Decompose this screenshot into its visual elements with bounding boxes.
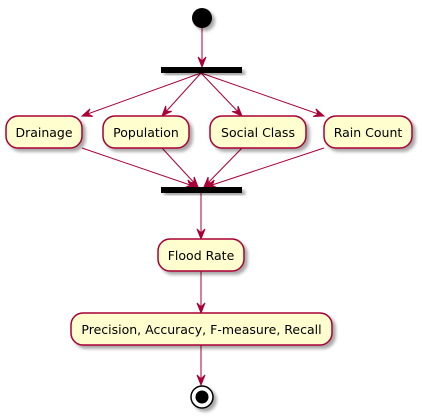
edge-fork-to-social-class bbox=[200, 72, 243, 117]
edge-fork-to-rain-count bbox=[200, 72, 326, 117]
edge-metrics-to-end bbox=[196, 345, 206, 387]
activity-metrics: Precision, Accuracy, F-measure, Recall bbox=[70, 312, 333, 346]
activity-flood-rate-label: Flood Rate bbox=[168, 248, 235, 263]
fork-bar bbox=[161, 67, 242, 73]
start-node bbox=[192, 8, 212, 28]
edge-rain-count-to-join bbox=[204, 147, 325, 189]
activity-metrics-label: Precision, Accuracy, F-measure, Recall bbox=[81, 322, 321, 337]
edge-population-to-join bbox=[161, 147, 199, 188]
activity-drainage-label: Drainage bbox=[15, 125, 72, 140]
edge-start-to-fork bbox=[197, 28, 207, 69]
edge-drainage-to-join bbox=[81, 147, 198, 189]
activity-population-label: Population bbox=[113, 125, 179, 140]
edge-flood-rate-to-metrics bbox=[196, 271, 206, 315]
activity-flood-rate: Flood Rate bbox=[157, 238, 245, 272]
edge-fork-to-population bbox=[161, 72, 202, 117]
activity-rain-count: Rain Count bbox=[323, 115, 413, 149]
activity-social-class: Social Class bbox=[209, 115, 307, 149]
end-node bbox=[190, 385, 214, 409]
edge-join-to-flood-rate bbox=[196, 193, 206, 241]
activity-population: Population bbox=[102, 115, 190, 149]
activity-rain-count-label: Rain Count bbox=[334, 125, 403, 140]
edge-fork-to-drainage bbox=[80, 72, 202, 117]
activity-drainage: Drainage bbox=[5, 115, 83, 149]
activity-social-class-label: Social Class bbox=[221, 125, 295, 140]
join-bar bbox=[161, 187, 242, 193]
